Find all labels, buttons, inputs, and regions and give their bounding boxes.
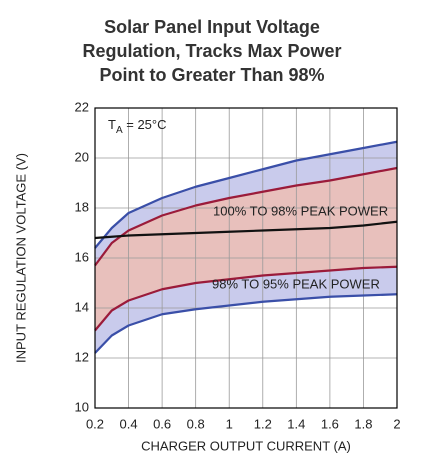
y-tick-label: 16 [75,249,89,264]
band [95,168,397,331]
x-axis-title: CHARGER OUTPUT CURRENT (A) [141,438,351,453]
line [94,293,398,354]
annotation: 100% TO 98% PEAK POWER [213,203,388,218]
note-sub: A [116,125,123,136]
line [94,220,398,240]
note-main: T [108,117,116,132]
y-axis-title: INPUT REGULATION VOLTAGE (V) [13,153,28,363]
x-tick-label: 0.6 [153,416,171,431]
x-tick-label: 1.2 [254,416,272,431]
y-tick-label: 18 [75,199,89,214]
y-tick-label: 12 [75,349,89,364]
x-tick-label: 0.8 [187,416,205,431]
x-tick-label: 1.8 [354,416,372,431]
y-tick-label: 10 [75,399,89,414]
chart-title: Point to Greater Than 98% [99,65,324,85]
annotation: 98% TO 95% PEAK POWER [212,276,380,291]
x-tick-label: 1.4 [287,416,305,431]
line [94,166,398,267]
x-tick-label: 0.4 [120,416,138,431]
line [94,265,398,332]
chart-title: Solar Panel Input Voltage [104,17,320,37]
plot-frame [94,107,398,409]
temperature-note: TA = 25°C [108,117,167,135]
line [94,140,398,249]
note-rest: = 25°C [123,117,167,132]
y-tick-label: 20 [75,149,89,164]
y-tick-label: 22 [75,99,89,114]
x-tick-label: 0.2 [86,416,104,431]
x-tick-label: 2 [393,416,400,431]
x-tick-label: 1 [226,416,233,431]
y-tick-label: 14 [75,299,89,314]
x-tick-label: 1.6 [321,416,339,431]
chart-title: Regulation, Tracks Max Power [82,41,341,61]
